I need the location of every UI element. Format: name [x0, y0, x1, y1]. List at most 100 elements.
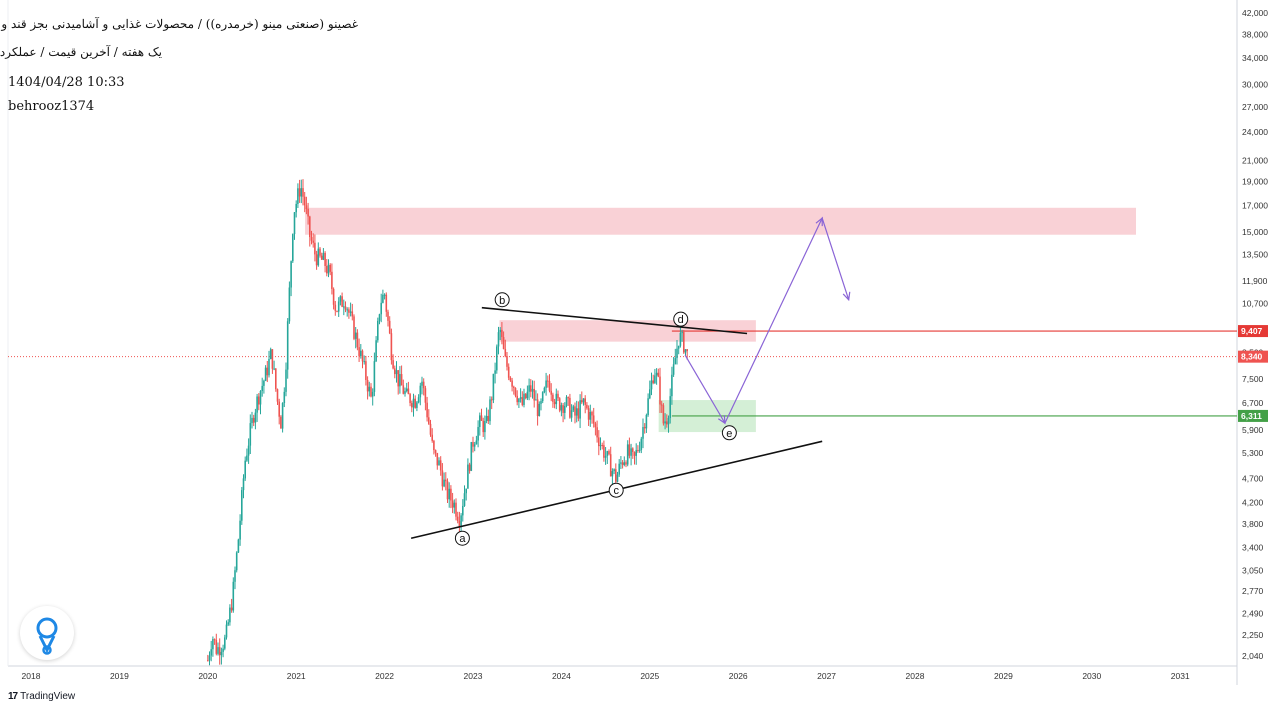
candle-body: [358, 347, 360, 356]
tradingview-logo[interactable]: 17 TradingView: [8, 691, 75, 702]
candle-body: [450, 488, 452, 501]
x-tick-label: 2029: [994, 671, 1013, 681]
candle-body: [543, 387, 546, 393]
candle-body: [290, 261, 292, 288]
candle-body: [385, 294, 388, 312]
candle-body: [475, 440, 478, 445]
candle-body: [558, 398, 561, 411]
candle-body: [584, 398, 586, 405]
candle-body: [567, 397, 569, 399]
candle-body: [664, 421, 666, 424]
candle-body: [334, 304, 337, 311]
candle-body: [314, 242, 316, 255]
candle-body: [547, 380, 549, 382]
candle-body: [212, 639, 214, 650]
symbol-title: غصینو (صنعتی مینو (خرمدره)) / محصولات غذ…: [0, 17, 358, 31]
candle-body: [643, 427, 646, 429]
candle-body: [666, 421, 668, 425]
candle-body: [538, 403, 541, 417]
wave-label-text: a: [459, 533, 466, 545]
candle-body: [378, 314, 381, 321]
candle-body: [332, 288, 335, 305]
wave-label-a[interactable]: a: [454, 530, 470, 546]
candle-body: [601, 445, 603, 447]
candle-body: [645, 415, 648, 429]
candle-body: [550, 390, 552, 395]
wave-label-c[interactable]: c: [608, 482, 624, 498]
y-tick-label: 2,250: [1242, 630, 1264, 640]
resistance-zone[interactable]: [305, 207, 1136, 235]
wave-label-d[interactable]: d: [673, 311, 689, 327]
wave-label-circle: [721, 425, 737, 441]
candle-body: [472, 442, 474, 447]
wave-label-text: c: [613, 485, 619, 497]
y-tick-label: 13,500: [1242, 249, 1268, 259]
resistance-zone[interactable]: [499, 320, 756, 342]
wave-label-e[interactable]: e: [721, 425, 737, 441]
candle-body: [336, 310, 338, 312]
candle-body: [426, 402, 428, 418]
candle-body: [521, 397, 524, 405]
candle-body: [613, 469, 615, 472]
candle-body: [635, 450, 637, 456]
y-tick-label: 2,770: [1242, 586, 1264, 596]
wave-label-b[interactable]: b: [494, 292, 510, 308]
candle-body: [463, 493, 466, 506]
projection-arrowhead: [842, 291, 851, 302]
candle-body: [598, 437, 600, 447]
projection-arrowhead: [815, 216, 823, 227]
candle-body: [339, 296, 342, 302]
candle-body: [371, 391, 374, 397]
x-tick-label: 2020: [198, 671, 217, 681]
candle-body: [626, 444, 629, 465]
candle-body: [269, 349, 272, 359]
candle-body: [324, 252, 326, 266]
candle-body: [346, 309, 348, 311]
candle-body: [606, 451, 609, 456]
candle-body: [322, 252, 325, 260]
candle-body: [660, 404, 663, 406]
y-tick-label: 10,700: [1242, 299, 1268, 309]
candle-body: [399, 374, 401, 387]
trendline[interactable]: [481, 306, 748, 335]
candle-body: [443, 479, 445, 487]
candle-body: [239, 520, 241, 540]
y-tick-label: 24,000: [1242, 127, 1268, 137]
candle-body: [679, 332, 682, 346]
candle-body: [249, 423, 252, 446]
candle-body: [672, 364, 675, 375]
candle-body: [611, 471, 614, 477]
projection-path[interactable]: [684, 216, 850, 425]
candle-body: [412, 398, 415, 408]
candle-body: [375, 340, 377, 362]
candle-body: [499, 329, 501, 333]
candle-body: [552, 394, 554, 402]
candle-body: [592, 415, 595, 424]
candle-body: [575, 408, 578, 416]
candle-body: [229, 607, 231, 623]
candle-body: [451, 500, 454, 508]
candle-body: [477, 427, 479, 441]
candle-body: [615, 469, 617, 482]
candle-body: [587, 408, 590, 420]
candle-body: [528, 385, 530, 392]
y-tick-label: 15,000: [1242, 227, 1268, 237]
x-tick-label: 2023: [464, 671, 483, 681]
candle-body: [247, 445, 250, 456]
candle-body: [533, 388, 535, 401]
candle-body: [564, 405, 566, 413]
candle-body: [356, 332, 359, 348]
candle-body: [482, 420, 484, 433]
candle-body: [453, 502, 456, 508]
candle-body: [581, 400, 583, 403]
wave-label-text: b: [499, 295, 505, 307]
y-tick-label: 38,000: [1242, 29, 1268, 39]
y-tick-label: 42,000: [1242, 8, 1268, 18]
candle-body: [671, 374, 673, 397]
candle-body: [337, 301, 340, 312]
wave-label-text: e: [726, 428, 732, 440]
candle-body: [230, 607, 233, 611]
candle-body: [681, 332, 683, 334]
candle-body: [667, 418, 670, 425]
